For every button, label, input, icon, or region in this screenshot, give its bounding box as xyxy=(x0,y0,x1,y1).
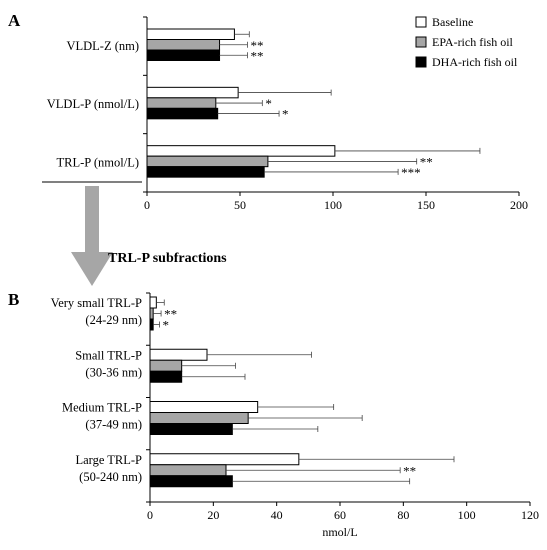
bar xyxy=(149,370,183,383)
bar xyxy=(146,86,239,99)
bar xyxy=(146,166,265,178)
bar xyxy=(146,107,219,120)
significance-marker: * xyxy=(163,318,170,333)
legend-label: Baseline xyxy=(432,15,473,29)
significance-marker: ** xyxy=(164,307,177,322)
x-tick-label: 0 xyxy=(147,508,153,522)
bar xyxy=(146,155,269,168)
x-tick-label: 0 xyxy=(144,198,150,212)
bar xyxy=(149,296,157,309)
significance-marker: * xyxy=(282,107,289,122)
legend-swatch xyxy=(415,16,427,28)
x-tick-label: 150 xyxy=(417,198,435,212)
category-label: TRL-P (nmol/L) xyxy=(56,155,139,169)
legend-label: EPA-rich fish oil xyxy=(432,35,514,49)
x-tick-label: 100 xyxy=(458,508,476,522)
x-tick-label: 20 xyxy=(207,508,219,522)
bar xyxy=(146,28,235,40)
bar xyxy=(149,348,208,361)
significance-marker: ** xyxy=(403,463,416,478)
x-tick-label: 80 xyxy=(397,508,409,522)
category-label: VLDL-P (nmol/L) xyxy=(47,97,139,111)
bar xyxy=(146,97,217,109)
category-label: (37-49 nm) xyxy=(85,418,142,432)
bar xyxy=(149,359,183,372)
panel-a-letter: A xyxy=(8,11,21,30)
bar xyxy=(149,464,227,477)
arrow-label: TRL-P subfractions xyxy=(108,251,227,266)
bar xyxy=(149,423,233,435)
category-label: Very small TRL-P xyxy=(51,296,142,310)
chart-a: 0 50 100 150 200****VLDL-Z (nm)**VLDL-P (nmo… xyxy=(47,16,528,212)
x-tick-label: 40 xyxy=(271,508,283,522)
bar xyxy=(149,412,249,424)
bar xyxy=(149,307,154,320)
x-tick-label: 60 xyxy=(334,508,346,522)
bar xyxy=(146,145,336,157)
legend-swatch xyxy=(415,56,427,68)
significance-marker: *** xyxy=(401,165,421,180)
legend-label: DHA-rich fish oil xyxy=(432,55,518,69)
category-label: VLDL-Z (nm) xyxy=(66,39,139,53)
bar xyxy=(149,453,300,466)
down-arrow-icon xyxy=(71,186,113,286)
x-tick-label: 50 xyxy=(234,198,246,212)
panel-b-letter: B xyxy=(8,290,19,309)
significance-marker: * xyxy=(265,96,272,111)
bar xyxy=(146,49,221,61)
bar xyxy=(146,39,221,51)
significance-marker: ** xyxy=(420,154,433,169)
bar xyxy=(149,475,233,488)
x-tick-label: 200 xyxy=(510,198,528,212)
category-label: (24-29 nm) xyxy=(85,313,142,327)
category-label: Medium TRL-P xyxy=(62,401,142,415)
category-label: (30-36 nm) xyxy=(85,365,142,379)
significance-marker: ** xyxy=(250,38,263,53)
bar xyxy=(149,401,259,413)
legend-swatch xyxy=(415,36,427,48)
x-tick-label: 120 xyxy=(521,508,539,522)
category-label: Small TRL-P xyxy=(75,348,142,362)
category-label: Large TRL-P xyxy=(75,453,142,467)
bar xyxy=(149,318,154,331)
x-tick-label: 100 xyxy=(324,198,342,212)
significance-marker: ** xyxy=(250,48,263,63)
x-axis-label: nmol/L xyxy=(322,525,357,539)
category-label: (50-240 nm) xyxy=(79,470,142,484)
legend: Baseline EPA-rich fish oil DHA-rich fish o… xyxy=(415,15,518,69)
